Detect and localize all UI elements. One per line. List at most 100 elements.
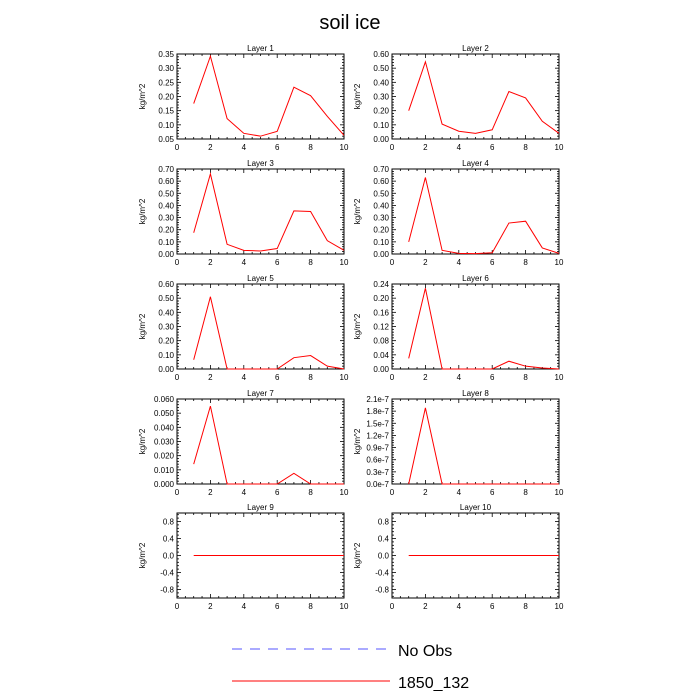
x-tick-label: 2 [423, 488, 428, 497]
x-tick-label: 4 [242, 258, 247, 267]
x-tick-label: 0 [390, 258, 395, 267]
series-line-1850-132 [193, 171, 345, 252]
y-tick-label: 0.24 [373, 280, 389, 289]
y-tick-label: -0.4 [375, 569, 389, 578]
x-tick-label: 0 [390, 143, 395, 152]
axes-frame [176, 53, 345, 140]
x-tick-label: 8 [523, 488, 528, 497]
x-tick-label: 4 [457, 143, 462, 152]
x-tick-label: 4 [457, 488, 462, 497]
y-tick-label: 0.15 [158, 107, 174, 116]
x-tick-label: 2 [208, 373, 213, 382]
x-tick-label: 10 [555, 602, 564, 611]
y-axis-label: kg/m^2 [353, 428, 362, 454]
x-tick-label: 0 [175, 602, 180, 611]
y-tick-label: 1.8e-7 [366, 407, 389, 416]
x-tick-label: 8 [308, 373, 313, 382]
y-tick-label: 0.20 [158, 337, 174, 346]
y-tick-label: 0.4 [378, 535, 390, 544]
y-axis-label: kg/m^2 [138, 313, 147, 339]
y-tick-label: 0.10 [158, 121, 174, 130]
y-tick-label: 0.60 [158, 280, 174, 289]
x-tick-label: 0 [390, 488, 395, 497]
x-tick-label: 8 [523, 602, 528, 611]
legend: No Obs 1850_132 [232, 643, 469, 692]
y-axis-label: kg/m^2 [138, 198, 147, 224]
y-tick-label: 1.2e-7 [366, 431, 389, 440]
y-tick-label: 0.0 [163, 552, 175, 561]
axes-frame [391, 398, 560, 485]
y-tick-label: 0.060 [154, 395, 175, 404]
y-tick-label: 0.12 [373, 323, 389, 332]
panel-title: Layer 6 [462, 274, 489, 283]
y-tick-label: 0.050 [154, 409, 175, 418]
y-tick-label: 0.30 [158, 323, 174, 332]
y-axis-label: kg/m^2 [138, 83, 147, 109]
y-tick-label: 2.1e-7 [366, 395, 389, 404]
y-tick-label: 0.00 [373, 365, 389, 374]
y-tick-label: 1.5e-7 [366, 419, 389, 428]
x-tick-label: 6 [490, 488, 495, 497]
y-tick-label: 0.40 [158, 308, 174, 317]
y-tick-label: 0.70 [373, 165, 389, 174]
x-tick-label: 6 [275, 143, 280, 152]
panel-title: Layer 3 [247, 159, 274, 168]
x-tick-label: 8 [308, 488, 313, 497]
y-axis-label: kg/m^2 [353, 542, 362, 568]
y-tick-label: 0.6e-7 [366, 456, 389, 465]
x-tick-label: 2 [208, 258, 213, 267]
x-tick-label: 4 [457, 373, 462, 382]
y-axis-label: kg/m^2 [138, 542, 147, 568]
y-tick-label: 0.30 [373, 214, 389, 223]
y-tick-label: 0.00 [158, 250, 174, 259]
axes-frame [176, 168, 345, 255]
legend-label-no-obs: No Obs [398, 643, 452, 660]
series-line-1850-132 [408, 177, 560, 255]
panel-title: Layer 4 [462, 159, 489, 168]
x-tick-label: 0 [175, 488, 180, 497]
y-tick-label: 0.50 [158, 294, 174, 303]
y-tick-label: 0.50 [373, 64, 389, 73]
x-tick-label: 10 [340, 602, 349, 611]
y-tick-label: 0.04 [373, 351, 389, 360]
y-tick-label: 0.60 [373, 177, 389, 186]
y-tick-label: 0.05 [158, 135, 174, 144]
x-tick-label: 6 [275, 258, 280, 267]
y-tick-label: 0.70 [158, 165, 174, 174]
y-tick-label: 0.30 [158, 214, 174, 223]
y-tick-label: 0.16 [373, 308, 389, 317]
y-axis-label: kg/m^2 [353, 83, 362, 109]
y-tick-label: 0.10 [158, 351, 174, 360]
y-tick-label: 0.8 [163, 518, 175, 527]
y-tick-label: 0.0 [378, 552, 390, 561]
panel-layer-9: Layer 9 kg/m^2 0 2 4 6 8 10 -0.8 -0.4 0.0 0.4 0.8 [138, 503, 349, 611]
y-tick-label: 0.020 [154, 452, 175, 461]
y-tick-label: 0.030 [154, 438, 175, 447]
x-tick-label: 10 [340, 373, 349, 382]
x-tick-label: 6 [490, 373, 495, 382]
x-tick-label: 0 [175, 258, 180, 267]
y-tick-label: 0.20 [373, 107, 389, 116]
x-tick-label: 10 [555, 143, 564, 152]
x-tick-label: 4 [457, 258, 462, 267]
x-tick-label: 10 [555, 488, 564, 497]
x-tick-label: 6 [275, 602, 280, 611]
x-tick-label: 8 [523, 373, 528, 382]
y-tick-label: 0.60 [373, 50, 389, 59]
axes-frame [391, 53, 560, 140]
x-tick-label: 8 [308, 258, 313, 267]
panel-grid: Layer 1 kg/m^2 0 2 4 6 8 10 0.05 0.10 0.15 0.20 0.25… [138, 44, 564, 611]
x-tick-label: 10 [555, 373, 564, 382]
series-line-1850-132 [193, 296, 345, 370]
y-axis-label: kg/m^2 [138, 428, 147, 454]
y-tick-label: 0.00 [158, 365, 174, 374]
panel-layer-2: Layer 2 kg/m^2 0 2 4 6 8 10 0.00 0.10 0.20 0.30 0.40… [353, 44, 564, 152]
x-tick-label: 6 [275, 373, 280, 382]
x-tick-label: 2 [423, 258, 428, 267]
x-tick-label: 4 [242, 143, 247, 152]
x-tick-label: 2 [208, 602, 213, 611]
x-tick-label: 10 [555, 258, 564, 267]
panel-title: Layer 1 [247, 44, 274, 53]
x-tick-label: 8 [308, 602, 313, 611]
x-tick-label: 2 [423, 602, 428, 611]
